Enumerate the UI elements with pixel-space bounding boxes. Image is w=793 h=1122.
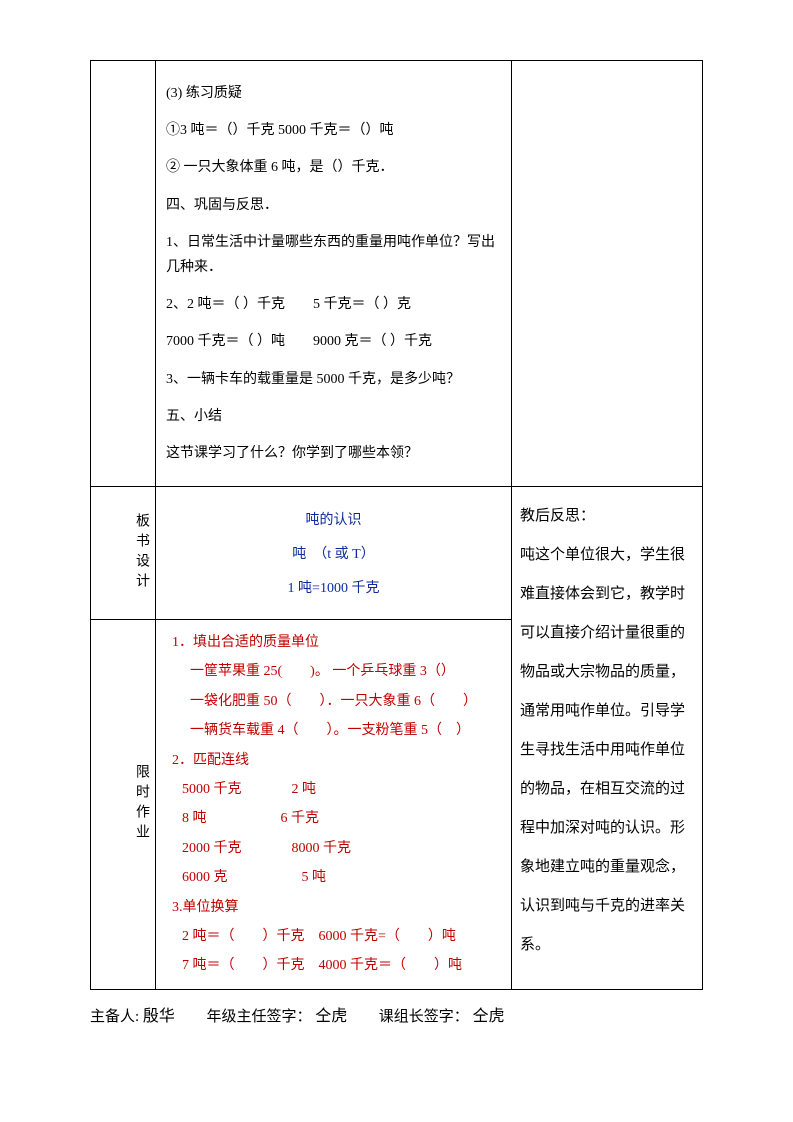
top-content: (3) 练习质疑 ①3 吨＝（）千克 5000 千克＝（）吨 ② 一只大象体重 … xyxy=(156,61,512,487)
hw-line: 2 吨＝（ ）千克 6000 千克=（ ）吨 xyxy=(166,922,501,951)
p: ①3 吨＝（）千克 5000 千克＝（）吨 xyxy=(166,118,501,143)
m: 6000 克 xyxy=(182,870,228,885)
hw-line: 1．填出合适的质量单位 xyxy=(166,628,501,657)
m: 5000 千克 xyxy=(182,782,242,797)
board-design: 吨的认识 吨 （t 或 T） 1 吨=1000 千克 xyxy=(156,487,512,620)
hw-line: 3.单位换算 xyxy=(166,893,501,922)
hw-match: 5000 千克 2 吨 xyxy=(166,775,501,804)
board-line: 吨的认识 xyxy=(166,509,501,529)
m: 2000 千克 xyxy=(182,841,242,856)
footer-name: 殷华 xyxy=(143,1008,175,1025)
m: 2 吨 xyxy=(292,782,317,797)
row1-right xyxy=(512,61,703,487)
board-label: 板书设计 xyxy=(91,487,156,620)
reflection-title: 教后反思： xyxy=(520,508,595,524)
board-line: 吨 （t 或 T） xyxy=(166,543,501,563)
m: 6 千克 xyxy=(281,811,320,826)
p: (3) 练习质疑 xyxy=(166,81,501,106)
footer-label: 课组长签字： xyxy=(379,1009,469,1025)
homework: 1．填出合适的质量单位 一筐苹果重 25( )。 一个乒乓球重 3（） 一袋化肥… xyxy=(156,620,512,990)
hw-line: 7 吨＝（ ）千克 4000 千克＝（ ）吨 xyxy=(166,951,501,980)
hw-match: 2000 千克 8000 千克 xyxy=(166,834,501,863)
m: 8 吨 xyxy=(182,811,207,826)
p: 四、巩固与反思． xyxy=(166,193,501,218)
m: 5 吨 xyxy=(302,870,327,885)
p: 1、日常生活中计量哪些东西的重量用吨作单位？写出几种来． xyxy=(166,230,501,280)
p: 这节课学习了什么？你学到了哪些本领？ xyxy=(166,441,501,466)
hw-line: 一袋化肥重 50（ ）．一只大象重 6（ ） xyxy=(166,687,501,716)
hw-match: 8 吨 6 千克 xyxy=(166,804,501,833)
board-line: 1 吨=1000 千克 xyxy=(166,577,501,597)
footer-label: 主备人: xyxy=(90,1009,139,1025)
hw-line: 一辆货车载重 4（ ）。一支粉笔重 5（ ） xyxy=(166,716,501,745)
m: 8000 千克 xyxy=(292,841,352,856)
p: 7000 千克＝（ ）吨 9000 克＝（ ）千克 xyxy=(166,329,501,354)
p: 五、小结 xyxy=(166,404,501,429)
homework-label: 限时作业 xyxy=(91,620,156,990)
footer-name: 仝虎 xyxy=(315,1008,347,1025)
p: ② 一只大象体重 6 吨，是（）千克． xyxy=(166,155,501,180)
p: 3、一辆卡车的载重量是 5000 千克，是多少吨？ xyxy=(166,367,501,392)
lesson-table: (3) 练习质疑 ①3 吨＝（）千克 5000 千克＝（）吨 ② 一只大象体重 … xyxy=(90,60,703,990)
row1-label xyxy=(91,61,156,487)
reflection: 教后反思： 吨这个单位很大，学生很难直接体会到它，教学时可以直接介绍计量很重的物… xyxy=(512,487,703,990)
hw-match: 6000 克 5 吨 xyxy=(166,863,501,892)
hw-line: 一筐苹果重 25( )。 一个乒乓球重 3（） xyxy=(166,657,501,686)
reflection-body: 吨这个单位很大，学生很难直接体会到它，教学时可以直接介绍计量很重的物品或大宗物品… xyxy=(520,547,685,953)
p: 2、2 吨＝（ ）千克 5 千克＝（ ）克 xyxy=(166,292,501,317)
footer: 主备人: 殷华 年级主任签字： 仝虎 课组长签字： 仝虎 xyxy=(90,1002,703,1026)
footer-label: 年级主任签字： xyxy=(206,1009,311,1025)
footer-name: 仝虎 xyxy=(472,1008,504,1025)
hw-line: 2．匹配连线 xyxy=(166,746,501,775)
